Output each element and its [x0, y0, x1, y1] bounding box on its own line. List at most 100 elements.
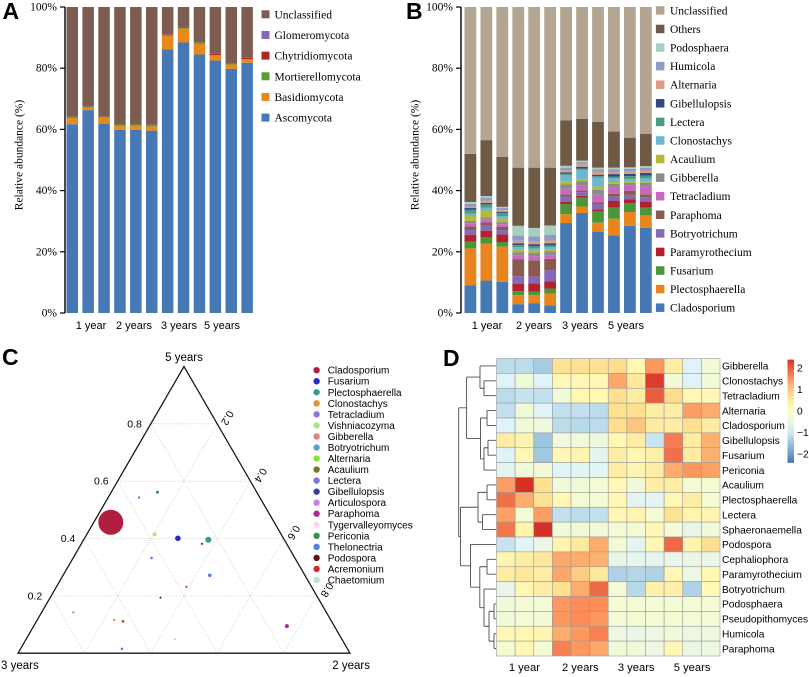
svg-text:D: D — [443, 345, 460, 371]
svg-text:Mortierellomycota: Mortierellomycota — [275, 71, 361, 83]
svg-text:Gibberella: Gibberella — [722, 362, 769, 373]
svg-text:Humicola: Humicola — [670, 61, 715, 73]
svg-text:Paraphoma: Paraphoma — [722, 644, 775, 655]
svg-text:1: 1 — [797, 385, 803, 396]
svg-text:Plectosphaerella: Plectosphaerella — [722, 496, 798, 507]
svg-text:1 year: 1 year — [76, 320, 107, 332]
svg-text:Paraphoma: Paraphoma — [328, 509, 380, 520]
svg-text:Chytridiomycota: Chytridiomycota — [275, 51, 353, 63]
svg-text:0%: 0% — [438, 308, 454, 320]
svg-text:C: C — [2, 344, 19, 370]
svg-text:5 years: 5 years — [674, 662, 711, 674]
svg-text:3 years: 3 years — [1, 660, 39, 672]
svg-text:2: 2 — [797, 364, 803, 375]
svg-text:Botryotrichum: Botryotrichum — [328, 443, 390, 454]
svg-text:Gibellulopsis: Gibellulopsis — [328, 487, 385, 498]
svg-text:Tygervalleyomyces: Tygervalleyomyces — [328, 520, 413, 531]
svg-text:Vishniacozyma: Vishniacozyma — [328, 421, 396, 432]
svg-text:Periconia: Periconia — [328, 531, 370, 542]
svg-text:2 years: 2 years — [116, 320, 153, 332]
svg-text:Articulospora: Articulospora — [328, 498, 387, 509]
svg-text:Gibellulopsis: Gibellulopsis — [722, 436, 780, 447]
svg-text:Others: Others — [670, 24, 701, 36]
svg-text:Pseudopithomyces: Pseudopithomyces — [722, 615, 808, 626]
svg-text:1 year: 1 year — [472, 320, 503, 332]
svg-text:Podospora: Podospora — [328, 553, 377, 564]
svg-text:Unclassified: Unclassified — [670, 5, 728, 17]
svg-text:40%: 40% — [36, 185, 58, 197]
svg-text:Gibellulopsis: Gibellulopsis — [670, 98, 732, 110]
svg-text:40%: 40% — [432, 185, 454, 197]
svg-text:Acaulium: Acaulium — [328, 465, 369, 476]
svg-text:Cladosporium: Cladosporium — [722, 421, 785, 432]
svg-text:20%: 20% — [432, 246, 454, 258]
svg-text:2 years: 2 years — [562, 662, 599, 674]
svg-text:Alternaria: Alternaria — [328, 454, 371, 465]
svg-text:2 years: 2 years — [332, 660, 370, 672]
svg-text:Podosphaera: Podosphaera — [670, 43, 729, 55]
svg-text:Plectosphaerella: Plectosphaerella — [670, 284, 745, 296]
svg-text:Botryotrichum: Botryotrichum — [722, 585, 785, 596]
svg-text:100%: 100% — [30, 2, 57, 14]
svg-text:Plectosphaerella: Plectosphaerella — [328, 388, 402, 399]
svg-text:Paramyrothecium: Paramyrothecium — [670, 247, 752, 259]
svg-text:Lectera: Lectera — [670, 117, 704, 129]
svg-text:2 years: 2 years — [516, 320, 553, 332]
svg-text:5 years: 5 years — [165, 352, 203, 364]
svg-text:1 year: 1 year — [509, 662, 540, 674]
svg-text:0.2: 0.2 — [28, 590, 43, 602]
svg-text:Fusarium: Fusarium — [722, 451, 764, 462]
svg-text:Alternaria: Alternaria — [722, 406, 766, 417]
svg-text:Tetracladium: Tetracladium — [328, 410, 385, 421]
svg-text:Ascomycota: Ascomycota — [275, 113, 332, 125]
svg-text:Acaulium: Acaulium — [670, 154, 715, 166]
svg-text:100%: 100% — [426, 2, 453, 14]
svg-text:Lectera: Lectera — [328, 476, 362, 487]
svg-text:0.8: 0.8 — [127, 418, 142, 430]
svg-text:Chaetomium: Chaetomium — [328, 575, 385, 586]
svg-text:Paramyrothecium: Paramyrothecium — [722, 570, 802, 581]
svg-text:Cephaliophora: Cephaliophora — [722, 555, 789, 566]
svg-text:0%: 0% — [42, 308, 58, 320]
svg-text:3 years: 3 years — [618, 662, 655, 674]
svg-text:Humicola: Humicola — [722, 629, 765, 640]
svg-text:80%: 80% — [36, 63, 58, 75]
svg-text:Fusarium: Fusarium — [670, 266, 714, 278]
svg-text:3 years: 3 years — [161, 320, 198, 332]
svg-text:−1: −1 — [797, 428, 809, 439]
svg-text:20%: 20% — [36, 246, 58, 258]
svg-text:Fusarium: Fusarium — [328, 377, 370, 388]
svg-text:Acremonium: Acremonium — [328, 564, 384, 575]
svg-text:0: 0 — [797, 407, 803, 418]
svg-text:Lectera: Lectera — [722, 510, 756, 521]
svg-text:0.4: 0.4 — [61, 533, 76, 545]
svg-text:Botryotrichum: Botryotrichum — [670, 228, 738, 240]
svg-text:B: B — [406, 0, 423, 24]
svg-text:Clonostachys: Clonostachys — [328, 399, 388, 410]
svg-text:Alternaria: Alternaria — [670, 80, 717, 92]
svg-text:Glomeromycota: Glomeromycota — [275, 30, 350, 42]
svg-text:Relative abundance (%): Relative abundance (%) — [410, 100, 422, 211]
svg-text:Basidiomycota: Basidiomycota — [275, 92, 344, 104]
svg-text:Acaulium: Acaulium — [722, 481, 764, 492]
svg-text:5 years: 5 years — [608, 320, 645, 332]
svg-text:Cladosporium: Cladosporium — [328, 366, 390, 377]
svg-text:Gibberella: Gibberella — [670, 173, 719, 185]
svg-text:Gibberella: Gibberella — [328, 432, 374, 443]
svg-text:80%: 80% — [432, 63, 454, 75]
svg-text:Tetracladium: Tetracladium — [670, 191, 731, 203]
svg-text:0.6: 0.6 — [94, 476, 109, 488]
svg-text:Periconia: Periconia — [722, 466, 765, 477]
svg-text:3 years: 3 years — [562, 320, 599, 332]
svg-text:Sphaeronaemella: Sphaeronaemella — [722, 525, 802, 536]
svg-text:5 years: 5 years — [204, 320, 241, 332]
svg-text:Tetracladium: Tetracladium — [722, 391, 780, 402]
svg-text:Podospora: Podospora — [722, 540, 772, 551]
svg-text:Cladosporium: Cladosporium — [670, 303, 735, 315]
svg-text:Podosphaera: Podosphaera — [722, 600, 783, 611]
svg-text:Relative abundance (%): Relative abundance (%) — [14, 100, 26, 211]
svg-text:Clonostachys: Clonostachys — [722, 377, 783, 388]
svg-text:Thelonectria: Thelonectria — [328, 542, 383, 553]
svg-text:A: A — [3, 0, 20, 24]
svg-text:60%: 60% — [432, 124, 454, 136]
